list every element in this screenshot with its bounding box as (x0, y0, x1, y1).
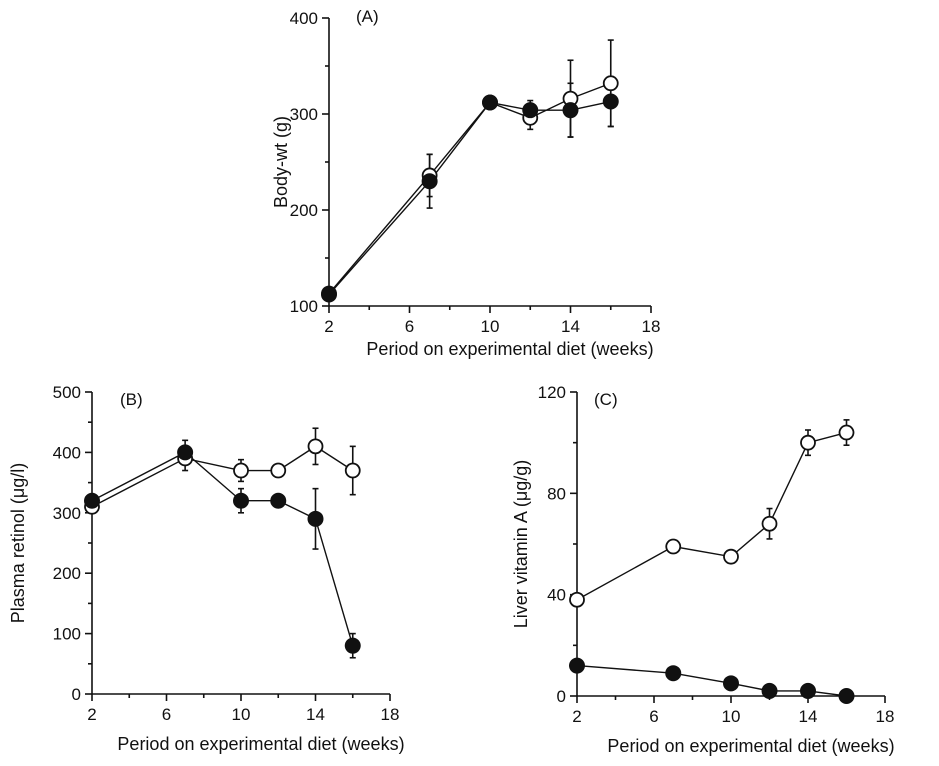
open-circle-point (270, 462, 287, 479)
open-circle-point (344, 462, 361, 479)
x-tick-label: 10 (722, 707, 741, 726)
filled-circle-point (344, 637, 361, 654)
open-circle-point (838, 424, 855, 441)
filled-circle-point (233, 492, 249, 509)
panel-a: 2 6 10 14 18 100 200 300 400 Period on experiment… (271, 7, 660, 359)
y-tick-label: 100 (290, 297, 318, 316)
x-tick-label: 18 (642, 317, 661, 336)
y-tick-label: 0 (72, 685, 81, 704)
x-tick-label: 18 (876, 707, 895, 726)
x-tick-label: 18 (381, 705, 400, 724)
open-circle-point (307, 438, 324, 455)
y-tick-label: 400 (53, 443, 81, 462)
filled-circle-point (482, 94, 498, 111)
y-axis-label: Plasma retinol (μg/l) (8, 463, 28, 623)
x-tick-label: 2 (87, 705, 96, 724)
series-line (576, 431, 847, 601)
filled-circle-point (522, 102, 539, 119)
filled-circle-point (800, 682, 816, 699)
x-tick-label: 10 (481, 317, 500, 336)
open-circle-point (723, 548, 739, 565)
open-circle-point (665, 538, 682, 555)
x-tick-label: 10 (232, 705, 251, 724)
x-axis-label: Period on experimental diet (weeks) (366, 339, 653, 359)
panel-b: 2 6 10 14 18 0 100 200 300 400 500 Period on experi… (8, 383, 405, 754)
x-tick-label: 2 (324, 317, 333, 336)
series-line (91, 451, 354, 646)
open-circle-point (569, 591, 585, 608)
y-tick-label: 200 (53, 564, 81, 583)
open-circle-point (602, 75, 619, 92)
y-tick-label: 120 (538, 383, 566, 402)
x-tick-label: 14 (306, 705, 325, 724)
open-circle-point (233, 462, 249, 479)
x-tick-label: 14 (799, 707, 818, 726)
y-tick-label: 80 (547, 484, 566, 503)
filled-circle-point (270, 492, 287, 509)
panel-label: (A) (356, 7, 379, 26)
y-tick-label: 400 (290, 9, 318, 28)
y-tick-label: 0 (557, 687, 566, 706)
x-tick-label: 6 (405, 317, 414, 336)
filled-circle-point (723, 675, 739, 692)
panel-label: (C) (594, 390, 618, 409)
filled-circle-point (562, 102, 579, 119)
x-axis-label: Period on experimental diet (weeks) (117, 734, 404, 754)
x-tick-label: 2 (572, 707, 581, 726)
filled-circle-point (665, 665, 682, 682)
y-tick-label: 200 (290, 201, 318, 220)
filled-circle-point (307, 510, 324, 527)
y-tick-label: 40 (547, 586, 566, 605)
filled-circle-point (569, 657, 585, 674)
y-tick-label: 500 (53, 383, 81, 402)
filled-circle-point (177, 444, 194, 461)
filled-circle-point (761, 682, 778, 699)
filled-circle-point (838, 688, 855, 704)
y-tick-label: 100 (53, 625, 81, 644)
series-line (328, 100, 611, 295)
y-tick-label: 300 (290, 105, 318, 124)
x-axis-label: Period on experimental diet (weeks) (607, 736, 894, 756)
open-circle-point (761, 515, 778, 532)
filled-circle-point (84, 492, 100, 509)
series-line (91, 445, 354, 508)
x-tick-label: 6 (162, 705, 171, 724)
filled-circle-point (421, 173, 438, 190)
panel-label: (B) (120, 390, 143, 409)
filled-circle-point (321, 286, 337, 303)
y-axis-label: Body-wt (g) (271, 116, 291, 208)
filled-circle-point (602, 93, 619, 110)
x-tick-label: 6 (649, 707, 658, 726)
panel-c: 2 6 10 14 18 0 40 80 120 Period on experimental d… (511, 383, 895, 756)
y-tick-label: 300 (53, 504, 81, 523)
x-tick-label: 14 (561, 317, 580, 336)
open-circle-point (800, 434, 816, 451)
y-axis-label: Liver vitamin A (μg/g) (511, 460, 531, 628)
